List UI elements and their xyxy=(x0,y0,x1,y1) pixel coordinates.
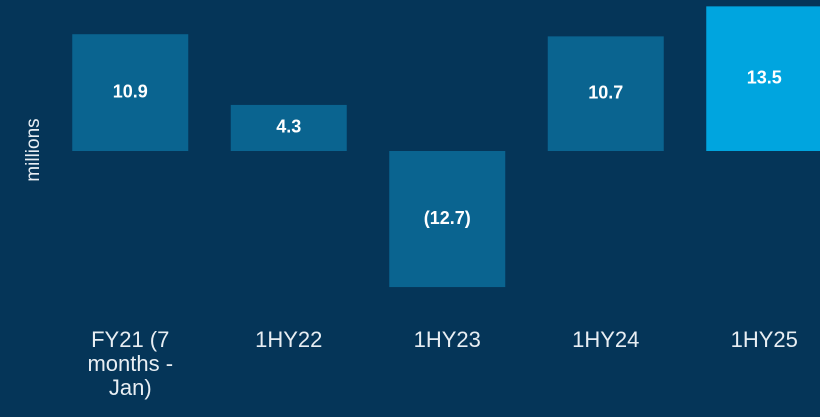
x-tick-label: 1HY22 xyxy=(255,327,323,352)
bar xyxy=(389,151,506,288)
bar xyxy=(547,36,664,151)
value-label: 4.3 xyxy=(276,117,301,137)
bar xyxy=(706,6,820,151)
x-tick-label: 1HY25 xyxy=(730,327,798,352)
x-tick-label: 1HY23 xyxy=(413,327,481,352)
bar xyxy=(230,104,347,151)
bar xyxy=(72,34,189,151)
value-label: 10.9 xyxy=(113,81,148,101)
value-label: (12.7) xyxy=(424,208,471,228)
y-axis-label: millions xyxy=(23,118,44,181)
x-tick-label: FY21 (7 months - Jan) xyxy=(87,327,174,400)
value-label: 10.7 xyxy=(588,82,623,102)
x-tick-label: 1HY24 xyxy=(572,327,640,352)
value-label: 13.5 xyxy=(747,67,782,87)
